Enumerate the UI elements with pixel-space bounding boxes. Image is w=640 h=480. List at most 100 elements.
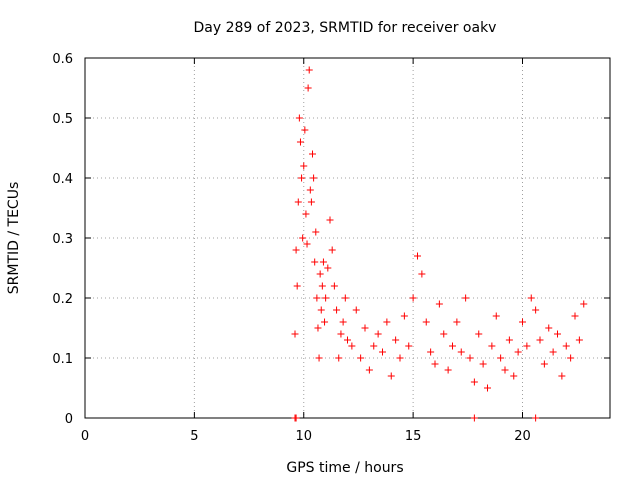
data-point (505, 336, 513, 344)
y-axis-label: SRMTID / TECUs (6, 182, 22, 295)
data-point (311, 258, 319, 266)
data-point (431, 360, 439, 368)
data-point (392, 336, 400, 344)
data-point (462, 294, 470, 302)
data-point (453, 318, 461, 326)
data-point (304, 84, 312, 92)
y-tick-label: 0 (65, 412, 73, 427)
data-point (545, 324, 553, 332)
data-point (292, 246, 300, 254)
y-tick-label: 0.3 (52, 232, 73, 247)
data-point (330, 282, 338, 290)
data-point (322, 294, 330, 302)
data-point (527, 294, 535, 302)
data-points (291, 66, 588, 422)
grid-lines (85, 58, 610, 418)
data-point (449, 342, 456, 350)
data-point (316, 270, 324, 278)
plot-frame (84, 57, 611, 419)
x-tick-label: 10 (295, 429, 312, 444)
data-point (519, 318, 526, 326)
data-point (457, 348, 465, 356)
data-point (414, 252, 421, 260)
data-point (479, 360, 487, 368)
data-point (352, 306, 360, 314)
data-point (348, 342, 356, 350)
data-point (383, 318, 391, 326)
data-point (575, 336, 583, 344)
data-point (567, 354, 575, 362)
data-point (313, 294, 321, 302)
data-point (305, 66, 313, 74)
data-point (409, 294, 417, 302)
data-point (444, 366, 452, 374)
data-point (422, 318, 430, 326)
y-tick-label: 0.5 (52, 112, 73, 127)
data-point (540, 360, 548, 368)
data-point (374, 330, 382, 338)
data-point (309, 150, 316, 158)
data-point (302, 210, 310, 218)
data-point (339, 318, 347, 326)
data-point (357, 354, 365, 362)
data-point (306, 186, 314, 194)
data-point (484, 384, 491, 392)
data-point (307, 198, 315, 206)
data-point (321, 318, 329, 326)
data-point (293, 282, 301, 290)
data-point (370, 342, 378, 350)
data-point (562, 342, 570, 350)
data-point (296, 138, 304, 146)
data-point (470, 378, 478, 386)
data-point (554, 330, 561, 338)
data-point (427, 348, 435, 356)
data-point (324, 264, 332, 272)
data-point (492, 312, 500, 320)
data-point (291, 330, 299, 338)
data-point (387, 372, 395, 380)
x-tick-label: 0 (81, 429, 89, 444)
data-point (396, 354, 404, 362)
data-point (532, 306, 540, 314)
data-point (536, 336, 544, 344)
x-axis-label: GPS time / hours (286, 460, 403, 476)
data-point (295, 114, 303, 122)
data-point (418, 270, 426, 278)
data-point (318, 282, 326, 290)
data-point (341, 294, 349, 302)
data-point (510, 372, 518, 380)
data-point (379, 348, 386, 356)
data-point (314, 324, 322, 332)
data-point (333, 306, 341, 314)
data-point (292, 414, 300, 422)
data-point (475, 330, 483, 338)
y-tick-label: 0.4 (52, 172, 73, 187)
data-point (361, 324, 369, 332)
data-point (344, 336, 351, 344)
data-point (319, 258, 327, 266)
data-point (335, 354, 343, 362)
data-point (549, 348, 557, 356)
data-point (301, 126, 309, 134)
data-point (299, 234, 307, 242)
y-tick-label: 0.6 (52, 52, 73, 67)
data-point (310, 174, 318, 182)
data-point (580, 300, 588, 308)
axis-ticks: 0 5 10 15 20 0 0.1 0.2 0.3 0.4 0.5 0.6 (52, 52, 610, 444)
data-point (317, 306, 325, 314)
data-point (298, 174, 306, 182)
data-point (337, 330, 345, 338)
y-tick-label: 0.1 (52, 352, 73, 367)
data-point (315, 354, 323, 362)
data-point (326, 216, 334, 224)
data-point (514, 348, 522, 356)
data-point (558, 372, 566, 380)
data-point (466, 354, 474, 362)
data-point (523, 342, 531, 350)
data-point (303, 240, 311, 248)
data-point (294, 198, 302, 206)
data-point (497, 354, 505, 362)
data-point (312, 228, 320, 236)
data-point (365, 366, 373, 374)
